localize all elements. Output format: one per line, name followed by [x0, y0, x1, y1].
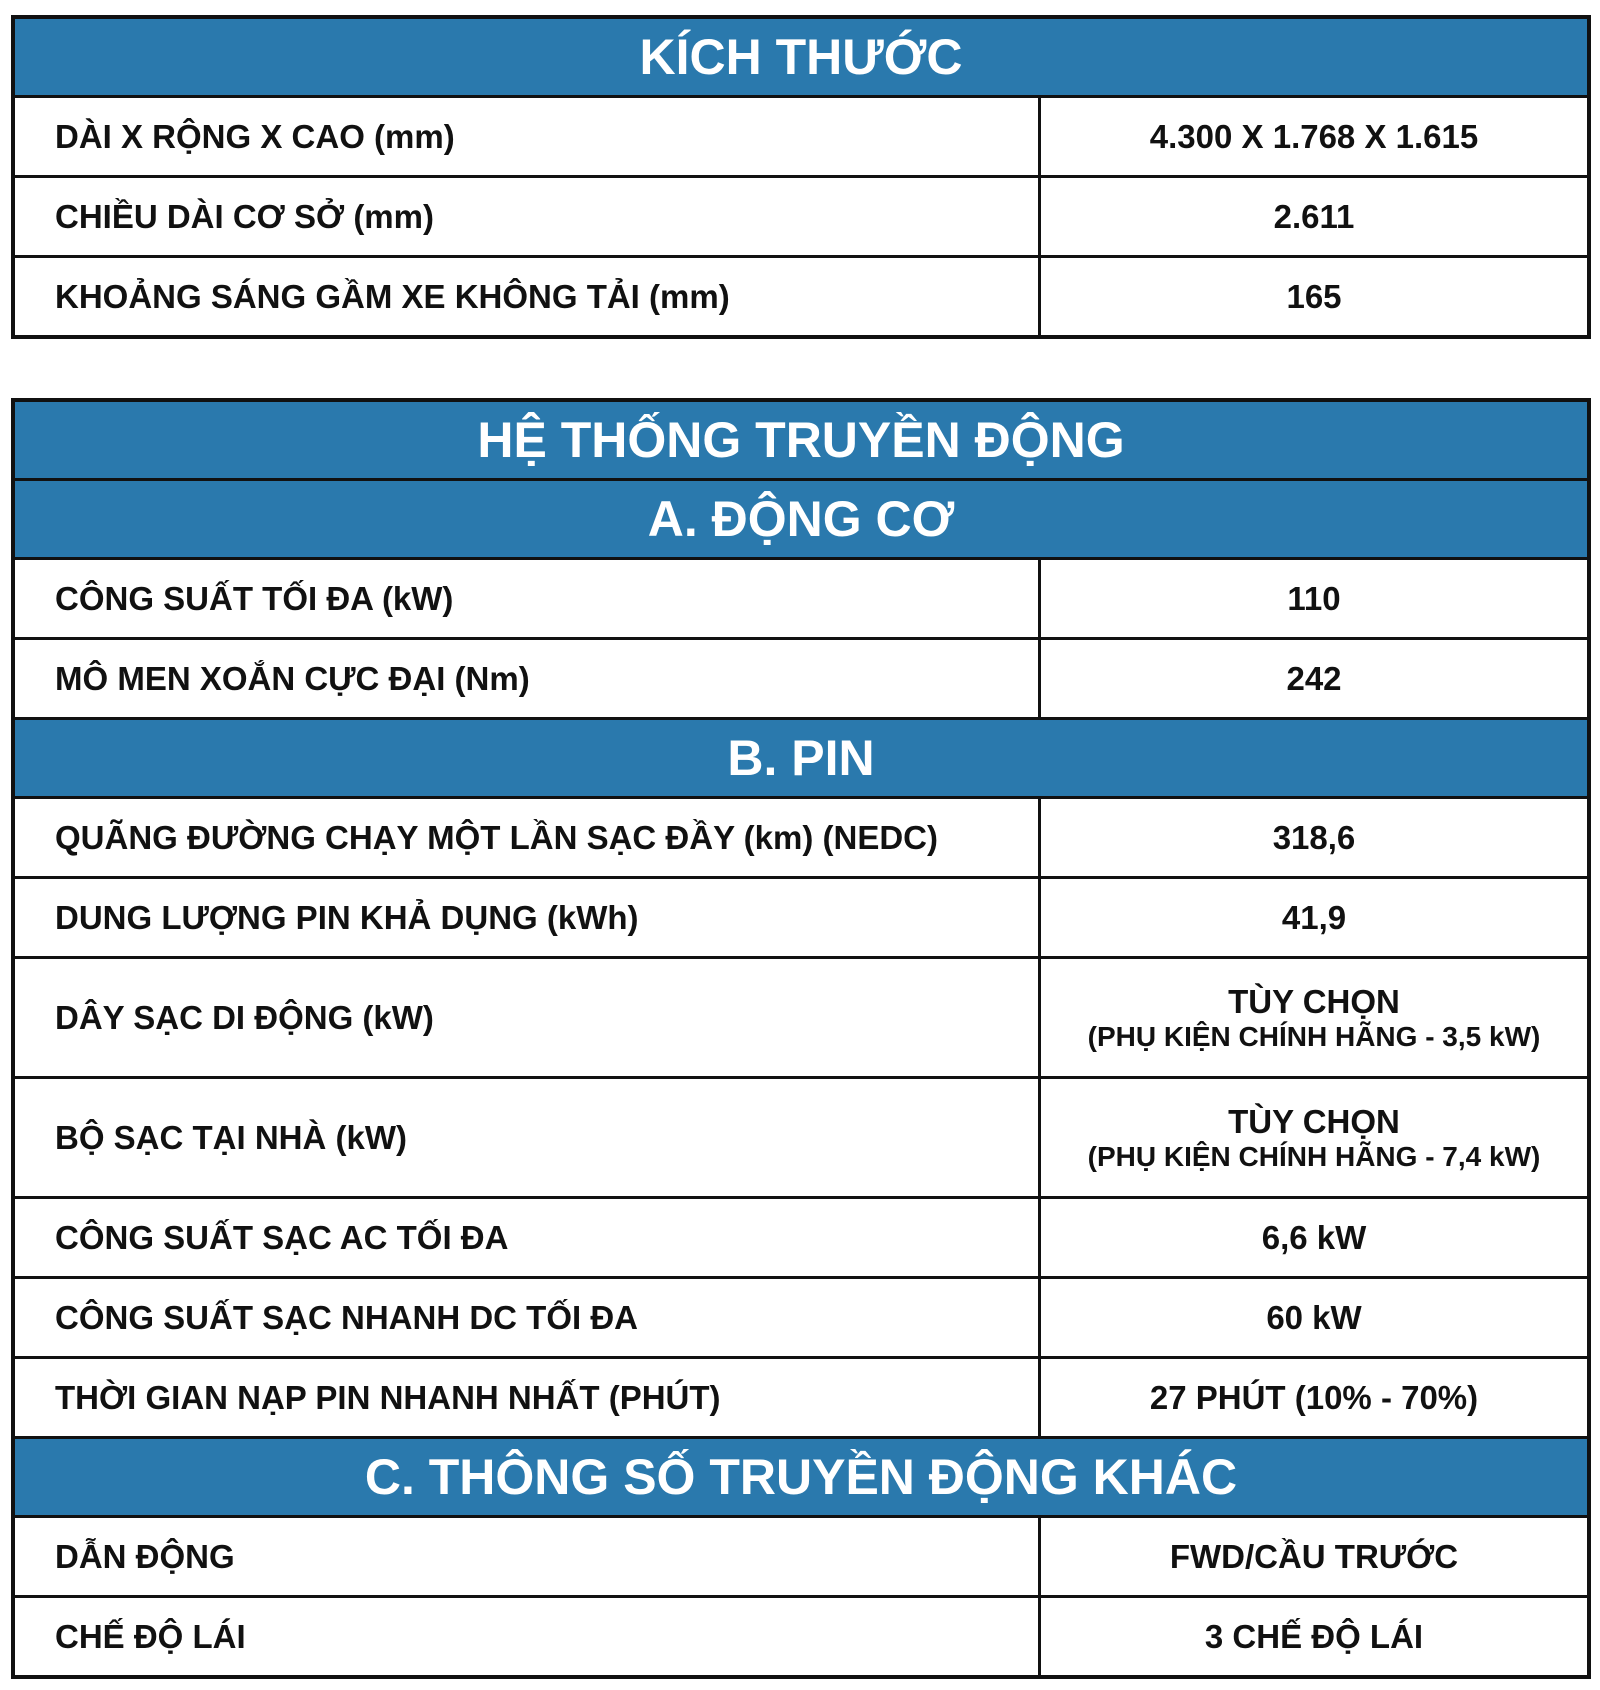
- table-row: CHIỀU DÀI CƠ SỞ (mm) 2.611: [11, 175, 1591, 258]
- spec-label: DẪN ĐỘNG: [11, 1515, 1041, 1598]
- table-row: DUNG LƯỢNG PIN KHẢ DỤNG (kWh) 41,9: [11, 876, 1591, 959]
- spec-label: CÔNG SUẤT SẠC AC TỐI ĐA: [11, 1196, 1041, 1279]
- subsection-title: A. ĐỘNG CƠ: [11, 478, 1591, 560]
- table-row: DÂY SẠC DI ĐỘNG (kW) TÙY CHỌN (PHỤ KIỆN CH…: [11, 956, 1591, 1079]
- spec-value: 3 CHẾ ĐỘ LÁI: [1038, 1595, 1591, 1679]
- spec-label: CÔNG SUẤT SẠC NHANH DC TỐI ĐA: [11, 1276, 1041, 1359]
- spec-label: DÀI X RỘNG X CAO (mm): [11, 95, 1041, 178]
- spec-value: 4.300 X 1.768 X 1.615: [1038, 95, 1591, 178]
- spec-label: KHOẢNG SÁNG GẦM XE KHÔNG TẢI (mm): [11, 255, 1041, 339]
- spec-label: CHIỀU DÀI CƠ SỞ (mm): [11, 175, 1041, 258]
- spec-value: 6,6 kW: [1038, 1196, 1591, 1279]
- section-title: HỆ THỐNG TRUYỀN ĐỘNG: [11, 398, 1591, 481]
- spec-value-cell: TÙY CHỌN (PHỤ KIỆN CHÍNH HÃNG - 3,5 kW): [1038, 956, 1591, 1079]
- spec-label: DÂY SẠC DI ĐỘNG (kW): [11, 956, 1041, 1079]
- section-title: KÍCH THƯỚC: [11, 15, 1591, 98]
- table-row: QUÃNG ĐƯỜNG CHẠY MỘT LẦN SẠC ĐẦY (km) (N…: [11, 796, 1591, 879]
- spec-value: FWD/CẦU TRƯỚC: [1038, 1515, 1591, 1598]
- spec-label: THỜI GIAN NẠP PIN NHANH NHẤT (PHÚT): [11, 1356, 1041, 1439]
- spec-note: (PHỤ KIỆN CHÍNH HÃNG - 7,4 kW): [1087, 1140, 1541, 1172]
- table-row: CHẾ ĐỘ LÁI 3 CHẾ ĐỘ LÁI: [11, 1595, 1591, 1679]
- powertrain-table: HỆ THỐNG TRUYỀN ĐỘNG A. ĐỘNG CƠ CÔNG SUẤ…: [11, 398, 1591, 1679]
- table-row: THỜI GIAN NẠP PIN NHANH NHẤT (PHÚT) 27 PH…: [11, 1356, 1591, 1439]
- table-row: DÀI X RỘNG X CAO (mm) 4.300 X 1.768 X 1.6…: [11, 95, 1591, 178]
- table-row: BỘ SẠC TẠI NHÀ (kW) TÙY CHỌN (PHỤ KIỆN CHÍ…: [11, 1076, 1591, 1199]
- spec-value: 2.611: [1038, 175, 1591, 258]
- spec-label: CHẾ ĐỘ LÁI: [11, 1595, 1041, 1679]
- spec-value: 165: [1038, 255, 1591, 339]
- spec-label: CÔNG SUẤT TỐI ĐA (kW): [11, 557, 1041, 640]
- spec-value: 60 kW: [1038, 1276, 1591, 1359]
- spec-value-cell: TÙY CHỌN (PHỤ KIỆN CHÍNH HÃNG - 7,4 kW): [1038, 1076, 1591, 1199]
- table-row: CÔNG SUẤT TỐI ĐA (kW) 110: [11, 557, 1591, 640]
- table-row: CÔNG SUẤT SẠC AC TỐI ĐA 6,6 kW: [11, 1196, 1591, 1279]
- table-row: MÔ MEN XOẮN CỰC ĐẠI (Nm) 242: [11, 637, 1591, 720]
- spec-label: BỘ SẠC TẠI NHÀ (kW): [11, 1076, 1041, 1199]
- table-row: KHOẢNG SÁNG GẦM XE KHÔNG TẢI (mm) 165: [11, 255, 1591, 339]
- dimensions-table: KÍCH THƯỚC DÀI X RỘNG X CAO (mm) 4.300 X …: [11, 15, 1591, 339]
- spec-value: TÙY CHỌN: [1228, 1102, 1400, 1140]
- subsection-title: B. PIN: [11, 717, 1591, 799]
- spec-label: QUÃNG ĐƯỜNG CHẠY MỘT LẦN SẠC ĐẦY (km) (N…: [11, 796, 1041, 879]
- spec-value: 27 PHÚT (10% - 70%): [1038, 1356, 1591, 1439]
- spec-label: MÔ MEN XOẮN CỰC ĐẠI (Nm): [11, 637, 1041, 720]
- table-row: DẪN ĐỘNG FWD/CẦU TRƯỚC: [11, 1515, 1591, 1598]
- spec-value: 41,9: [1038, 876, 1591, 959]
- spec-label: DUNG LƯỢNG PIN KHẢ DỤNG (kWh): [11, 876, 1041, 959]
- spec-note: (PHỤ KIỆN CHÍNH HÃNG - 3,5 kW): [1087, 1020, 1541, 1052]
- table-row: CÔNG SUẤT SẠC NHANH DC TỐI ĐA 60 kW: [11, 1276, 1591, 1359]
- spec-value: TÙY CHỌN: [1228, 982, 1400, 1020]
- spec-value: 242: [1038, 637, 1591, 720]
- subsection-title: C. THÔNG SỐ TRUYỀN ĐỘNG KHÁC: [11, 1436, 1591, 1518]
- spec-value: 318,6: [1038, 796, 1591, 879]
- spec-value: 110: [1038, 557, 1591, 640]
